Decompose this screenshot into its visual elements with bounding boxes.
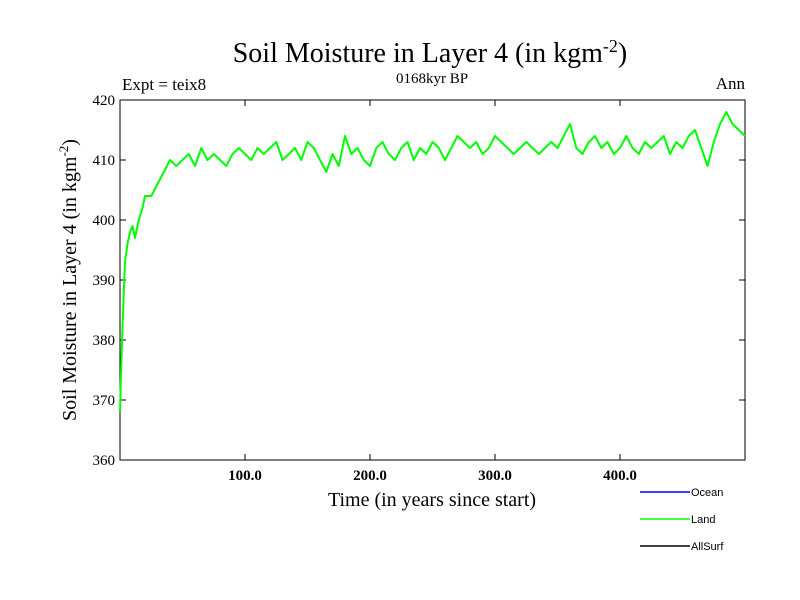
y-tick-label: 370 [93,393,116,409]
legend-label-land: Land [691,514,715,526]
period-label: 0168kyr BP [396,71,468,87]
y-tick-label: 420 [93,93,116,109]
x-tick-label: 300.0 [478,468,512,484]
y-tick-label: 400 [93,213,116,229]
series-line-land [119,111,746,413]
y-tick-label: 410 [93,153,116,169]
y-tick-label: 360 [93,453,116,469]
x-tick-label: 200.0 [353,468,387,484]
y-axis-label: Soil Moisture in Layer 4 (in kgm-2) [56,139,81,421]
legend-label-allsurf: AllSurf [691,541,724,553]
legend-label-ocean: Ocean [691,487,723,499]
x-tick-label: 400.0 [603,468,637,484]
expt-label: Expt = teix8 [122,75,206,94]
y-tick-label: 390 [93,273,116,289]
x-axis-label: Time (in years since start) [328,489,536,511]
series-group [119,111,746,413]
title: Soil Moisture in Layer 4 (in kgm-2) [233,36,628,69]
x-tick-label: 100.0 [228,468,262,484]
chart-title: Soil Moisture in Layer 4 (in kgm-2) [233,36,628,69]
axes: 360 370 380 390 400 410 420 100.0 200.0 300.0 400.… [93,93,746,484]
season-label: Ann [716,74,746,93]
y-tick-label: 380 [93,333,116,349]
legend: Ocean Land AllSurf [640,487,724,553]
